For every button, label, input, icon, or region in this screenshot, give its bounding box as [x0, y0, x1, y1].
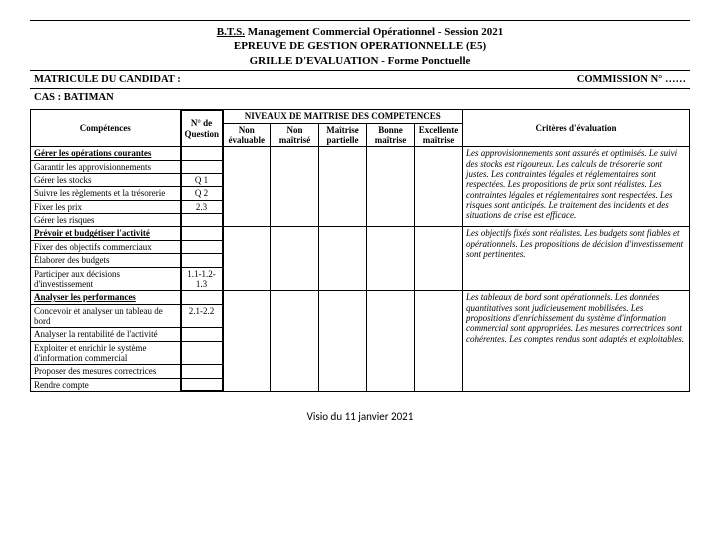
sec3-title: Analyser les performances: [31, 291, 181, 304]
sec1-r5: Gérer les risques: [31, 214, 181, 227]
cell-lvl: [223, 147, 271, 227]
sec1-r2: Gérer les stocks: [31, 174, 181, 187]
footer-text: Visio du 11 janvier 2021: [30, 410, 690, 423]
header-line1-rest: Management Commercial Opérationnel - Ses…: [245, 26, 503, 38]
sec3-q2: [181, 328, 223, 341]
table-row: Analyser les performances Les tableaux d…: [31, 291, 690, 304]
sec1-crit: Les approvisionnements sont assurés et o…: [463, 147, 690, 227]
sec1-q3: Q 2: [181, 187, 223, 200]
sec3-r4: Proposer des mesures correctrices: [31, 365, 181, 378]
th-lvl1: Non évaluable: [223, 123, 271, 147]
sec2-q3: 1.1-1.2-1.3: [181, 267, 223, 291]
sec3-r5: Rendre compte: [31, 378, 181, 391]
cell-lvl: [415, 291, 463, 392]
th-lvl4: Bonne maîtrise: [367, 123, 415, 147]
cell-lvl: [271, 227, 319, 291]
header-bts: B.T.S.: [217, 26, 245, 38]
cell-lvl: [319, 147, 367, 227]
header-line-3: GRILLE D'EVALUATION - Forme Ponctuelle: [30, 54, 690, 68]
sec1-r1: Garantir les approvisionnements: [31, 160, 181, 173]
sec1-title: Gérer les opérations courantes: [31, 147, 181, 160]
cell-lvl: [367, 147, 415, 227]
th-lvl2: Non maîtrisé: [271, 123, 319, 147]
sec1-q0: [181, 147, 223, 160]
sec2-r2: Élaborer des budgets: [31, 254, 181, 267]
cell-lvl: [271, 291, 319, 392]
sec3-crit: Les tableaux de bord sont opérationnels.…: [463, 291, 690, 392]
header-line-2: EPREUVE DE GESTION OPERATIONNELLE (E5): [30, 39, 690, 53]
th-question: N° de Question: [181, 110, 223, 147]
sec3-q4: [181, 365, 223, 378]
sec3-r2: Analyser la rentabilité de l'activité: [31, 328, 181, 341]
sec2-q1: [181, 240, 223, 253]
matricule-label: MATRICULE DU CANDIDAT :: [34, 74, 577, 85]
header-line-1: B.T.S. Management Commercial Opérationne…: [30, 25, 690, 39]
th-lvl3: Maîtrise partielle: [319, 123, 367, 147]
sec3-q1: 2.1-2.2: [181, 304, 223, 328]
sec1-r4: Fixer les prix: [31, 200, 181, 213]
th-criteres: Critères d'évaluation: [463, 110, 690, 147]
sec3-q5: [181, 378, 223, 391]
sec1-r3: Suivre les règlements et la trésorerie: [31, 187, 181, 200]
cell-lvl: [415, 227, 463, 291]
cell-lvl: [223, 227, 271, 291]
sec2-q0: [181, 227, 223, 240]
cell-lvl: [415, 147, 463, 227]
table-row: Prévoir et budgétiser l'activité Les obj…: [31, 227, 690, 240]
th-lvl5: Excellente maîtrise: [415, 123, 463, 147]
commission-label: COMMISSION N° ……: [577, 74, 686, 85]
sec2-r3: Participer aux décisions d'investissemen…: [31, 267, 181, 291]
sec3-r1: Concevoir et analyser un tableau de bord: [31, 304, 181, 328]
sec3-q3: [181, 341, 223, 365]
meta-row: MATRICULE DU CANDIDAT : COMMISSION N° ……: [30, 70, 690, 89]
sec2-r1: Fixer des objectifs commerciaux: [31, 240, 181, 253]
cell-lvl: [367, 291, 415, 392]
sec2-q2: [181, 254, 223, 267]
case-label: CAS : BATIMAN: [30, 89, 690, 109]
doc-header: B.T.S. Management Commercial Opérationne…: [30, 20, 690, 70]
sec2-title: Prévoir et budgétiser l'activité: [31, 227, 181, 240]
cell-lvl: [271, 147, 319, 227]
sec3-r3: Exploiter et enrichir le système d'infor…: [31, 341, 181, 365]
sec1-q2: Q 1: [181, 174, 223, 187]
evaluation-grid: Compétences N° de Question NIVEAUX DE MA…: [30, 109, 690, 393]
cell-lvl: [319, 291, 367, 392]
sec2-crit: Les objectifs fixés sont réalistes. Les …: [463, 227, 690, 291]
sec1-q1: [181, 160, 223, 173]
cell-lvl: [319, 227, 367, 291]
sec1-q4: 2.3: [181, 200, 223, 213]
sec1-q5: [181, 214, 223, 227]
th-niveaux: NIVEAUX DE MAITRISE DES COMPETENCES: [223, 110, 463, 123]
cell-lvl: [223, 291, 271, 392]
th-competences: Compétences: [31, 110, 181, 147]
table-row: Gérer les opérations courantes Les appro…: [31, 147, 690, 160]
sec3-q0: [181, 291, 223, 304]
cell-lvl: [367, 227, 415, 291]
